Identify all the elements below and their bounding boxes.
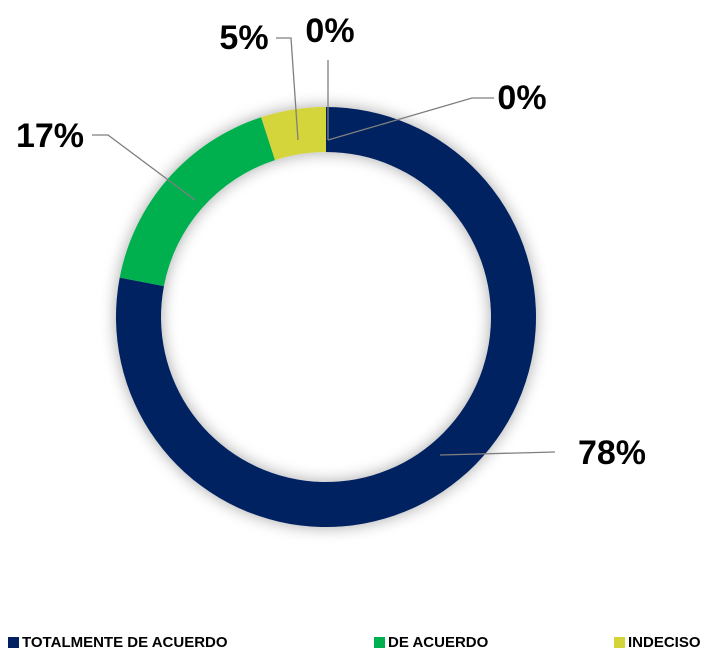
legend-label: DE ACUERDO [388, 634, 489, 651]
legend-swatch [374, 637, 385, 648]
data-label: 0% [305, 12, 354, 50]
data-label: 78% [578, 434, 646, 472]
data-label: 0% [497, 79, 546, 117]
donut-segment [119, 117, 276, 287]
leader-line [439, 451, 556, 456]
legend-label: INDECISO [628, 634, 701, 651]
legend-swatch [8, 637, 19, 648]
leader-line [276, 37, 299, 141]
donut-segment [261, 107, 326, 161]
leader-line [327, 97, 494, 141]
donut [115, 107, 536, 527]
data-label: 17% [16, 117, 84, 155]
leader-line [92, 134, 196, 201]
legend-swatch [614, 637, 625, 648]
data-label: 5% [219, 19, 268, 57]
legend-label: TOTALMENTE DE ACUERDO [22, 634, 228, 651]
